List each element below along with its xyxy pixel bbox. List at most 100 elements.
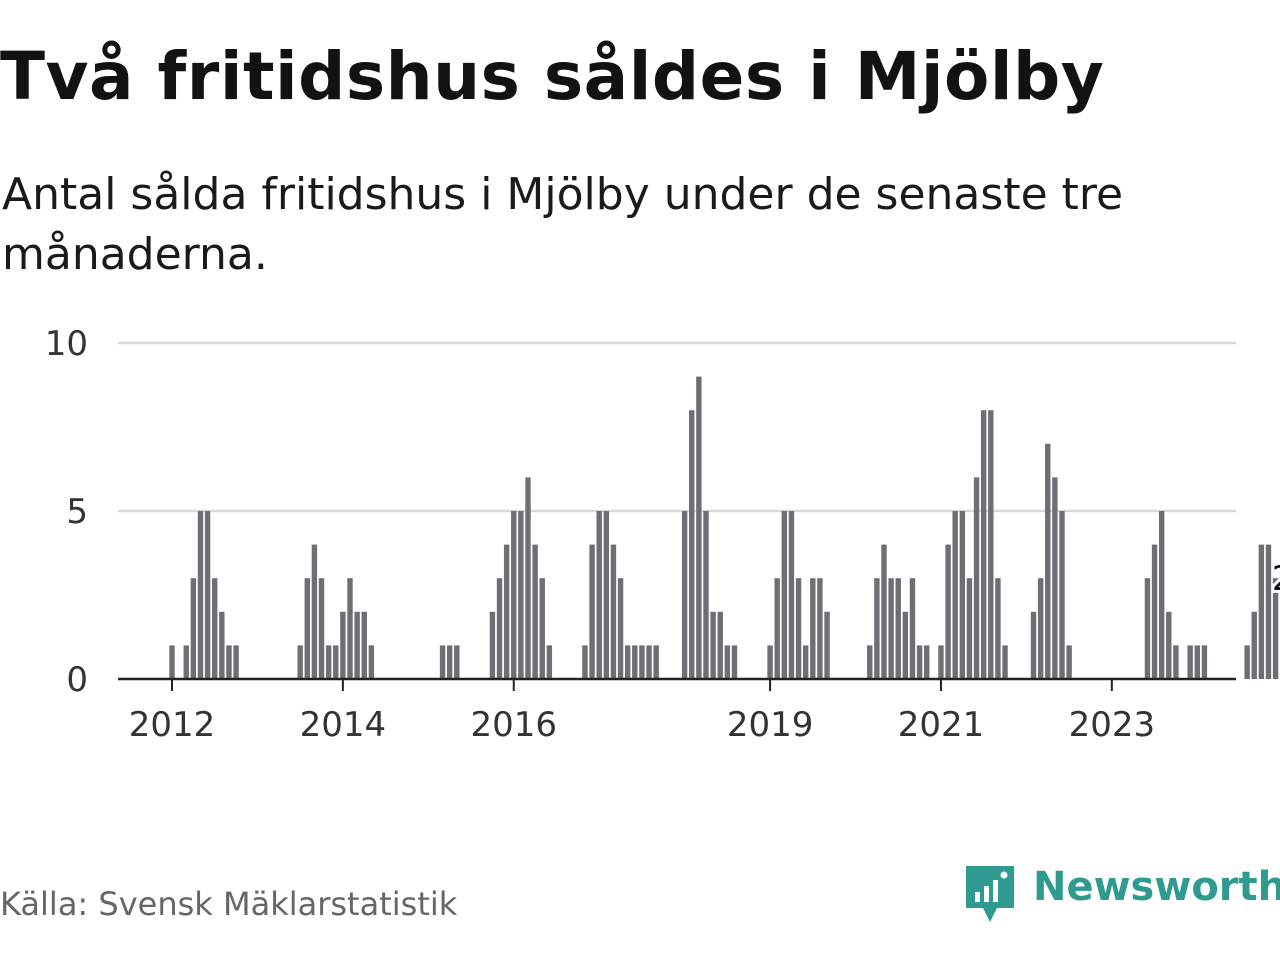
bar [1158,511,1165,679]
bar [767,645,773,679]
bar [226,645,232,679]
bar [731,645,738,679]
bar [1258,544,1265,679]
bar [1272,578,1279,679]
bar [454,645,460,679]
bar [966,578,973,679]
bar [795,578,802,679]
bar [1251,611,1257,679]
bar [1166,611,1172,679]
bar [902,611,909,679]
bar [233,645,239,679]
y-tick-labels: 0 5 10 [45,324,88,700]
bar [1151,544,1158,679]
x-tick-label: 2019 [727,705,814,745]
bar [817,578,823,679]
bar [169,645,175,679]
y-tick-label: 0 [66,660,88,700]
bar [788,511,795,679]
bar [1066,645,1072,679]
newsworthy-logo-icon [966,866,1014,922]
bar [881,544,887,679]
bar [340,611,346,679]
x-tick-label: 2023 [1069,705,1156,745]
bar [980,410,987,679]
bar [489,611,496,679]
data-label-group: 2 [1269,556,1280,602]
x-tick-label: 2012 [129,705,216,745]
bar [1030,611,1037,679]
bar [212,578,218,679]
bar [446,645,453,679]
bar [347,578,353,679]
bar [1052,477,1058,679]
bar [511,511,517,679]
bar [1173,645,1179,679]
bar [204,511,211,679]
x-tick-label: 2014 [300,705,387,745]
data-label: 2 [1272,559,1280,599]
bar [518,511,524,679]
bar [988,410,994,679]
brand-logo[interactable]: Newsworthy [963,860,1280,930]
bar [952,511,958,679]
bar [646,645,652,679]
bar [318,578,325,679]
bar [995,578,1001,679]
bar [681,511,688,679]
y-gridlines [118,341,1236,513]
bar [1144,578,1151,679]
y-tick-label: 5 [66,492,88,532]
bar [945,544,951,679]
bar [696,376,702,679]
bar [624,645,631,679]
bar [802,645,809,679]
bar [774,578,780,679]
bar [916,645,923,679]
bar [617,578,624,679]
bar [653,645,659,679]
bar [525,477,531,679]
bar [632,645,638,679]
bar [1194,645,1200,679]
x-ticks: 2012 2014 2016 2019 2021 2023 [129,679,1155,745]
bar [532,544,538,679]
bar-chart: 0 5 10 2012 2014 2016 2019 2021 2023 2 [45,324,1280,745]
bar [938,645,944,679]
bar [610,544,617,679]
bar [539,578,545,679]
bar [973,477,980,679]
bar [703,511,709,679]
bar [197,511,204,679]
bar [219,611,225,679]
bar [297,645,303,679]
bar [503,544,510,679]
bar [909,578,916,679]
bar [1201,645,1208,679]
brand-name: Newsworthy [1033,864,1280,910]
bar [639,645,645,679]
bar [888,578,894,679]
bar [439,645,446,679]
chart-subtitle: Antal sålda fritidshus i Mjölby under de… [2,169,1124,280]
bar [1037,578,1044,679]
bar [874,578,880,679]
bar [596,511,602,679]
source-note: Källa: Svensk Mäklarstatistik [0,885,458,923]
x-tick-label: 2016 [470,705,557,745]
bar [1002,645,1008,679]
bars [169,376,1279,679]
y-tick-label: 10 [45,324,88,364]
bar [361,611,367,679]
bar [546,645,553,679]
bar [924,645,930,679]
bar [724,645,731,679]
bar [824,611,830,679]
bar [1187,645,1193,679]
bar [810,578,816,679]
bar [1059,511,1065,679]
bar [689,410,695,679]
bar [496,578,503,679]
bar [354,611,360,679]
bar [368,645,375,679]
